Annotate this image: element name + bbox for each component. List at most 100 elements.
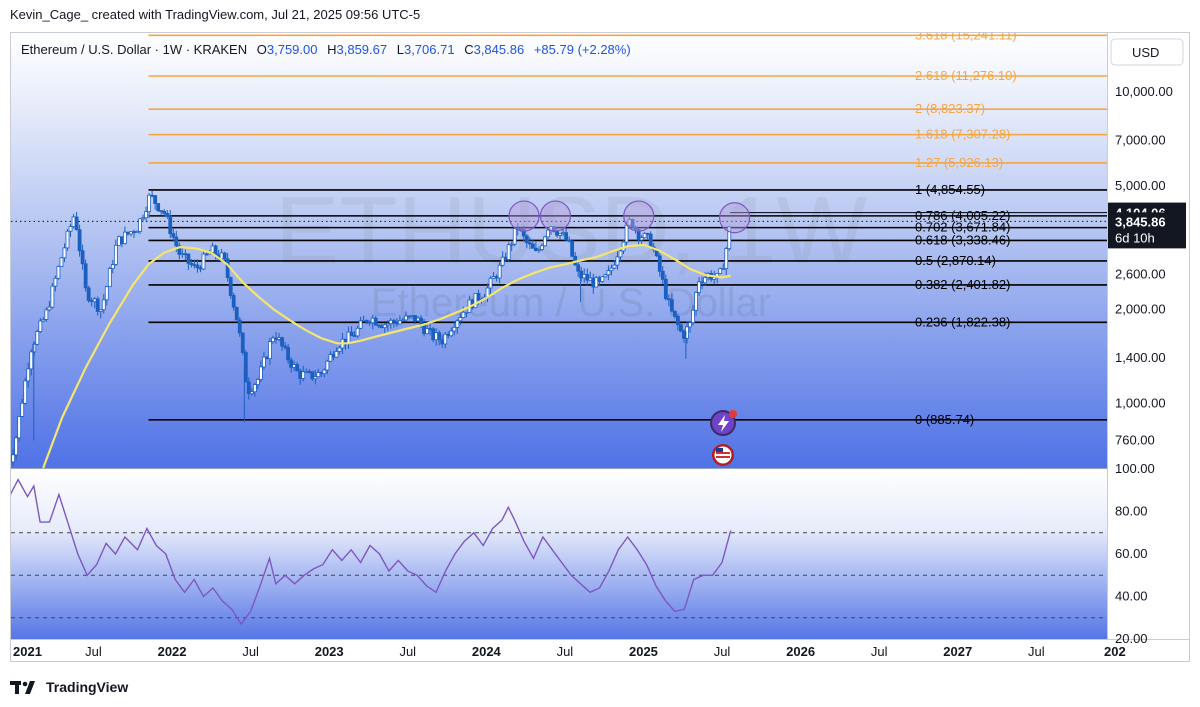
time-tick-label: 202 bbox=[1104, 644, 1126, 659]
candle-body bbox=[74, 216, 79, 231]
candle-body bbox=[391, 319, 396, 323]
candle-body bbox=[679, 324, 683, 332]
candle-body bbox=[119, 236, 124, 244]
price-axis-bg bbox=[1107, 33, 1189, 639]
candle-body bbox=[645, 232, 650, 235]
time-tick-label: 2026 bbox=[786, 644, 815, 659]
candle-body bbox=[129, 231, 133, 235]
candle-body bbox=[195, 264, 200, 269]
candle-body bbox=[497, 264, 502, 279]
candle-body bbox=[86, 287, 91, 301]
candle-body bbox=[721, 268, 726, 270]
candle-body bbox=[168, 215, 173, 235]
time-axis[interactable]: 2021 Jul 2022 Jul 2023 Jul 2024 Jul 2025 Jul 2026 J… bbox=[13, 644, 1126, 659]
candle-body bbox=[382, 324, 387, 329]
candle-body bbox=[639, 237, 644, 241]
currency-label[interactable]: USD bbox=[1132, 45, 1159, 60]
currency-button[interactable]: USD bbox=[1110, 38, 1184, 66]
candle-body bbox=[262, 356, 266, 368]
tradingview-logo[interactable]: TradingView bbox=[10, 679, 128, 695]
candle-body bbox=[313, 376, 318, 380]
candle-body bbox=[570, 240, 575, 257]
fib-label-0.382: 0.382 (2,401.82) bbox=[915, 277, 1010, 292]
fib-label-1.618: 1.618 (7,307.28) bbox=[915, 127, 1010, 142]
fib-label-0: 0 (885.74) bbox=[915, 412, 974, 427]
candle-body bbox=[144, 211, 148, 219]
candle-body bbox=[455, 320, 460, 328]
highlight-circle-4 bbox=[718, 202, 751, 234]
price-tick-label: 1,000.00 bbox=[1115, 395, 1166, 410]
symbol-pair: Ethereum / U.S. Dollar · 1W · KRAKEN bbox=[21, 42, 247, 57]
candle-body bbox=[237, 319, 242, 334]
price-axis[interactable]: 760.00 1,000.00 1,400.00 2,000.00 2,600.00 5,… bbox=[1115, 84, 1173, 447]
candle-body bbox=[727, 226, 732, 250]
candle-body bbox=[437, 332, 442, 341]
candle-body bbox=[153, 195, 158, 204]
chart-canvas[interactable]: ETHUSD, 1W Ethereum / U.S. Dollar 0 (885… bbox=[11, 33, 1189, 661]
fib-label-1: 1 (4,854.55) bbox=[915, 182, 985, 197]
candle-body bbox=[546, 229, 550, 238]
candle-body bbox=[530, 243, 535, 249]
candle-body bbox=[642, 232, 647, 239]
candle-body bbox=[280, 337, 284, 347]
highlight-circle-1 bbox=[508, 200, 540, 232]
candle-body bbox=[192, 264, 197, 267]
rsi-tick-label: 20.00 bbox=[1115, 631, 1148, 646]
fib-label-2: 2 (8,823.37) bbox=[915, 101, 985, 116]
candle-body bbox=[524, 235, 529, 244]
price-tick-label: 10,000.00 bbox=[1115, 84, 1173, 99]
candle-body bbox=[147, 194, 151, 213]
tradingview-brand: TradingView bbox=[46, 679, 129, 695]
candle-body bbox=[204, 253, 209, 256]
time-tick-label: Jul bbox=[85, 644, 102, 659]
candle-body bbox=[537, 249, 541, 252]
candle-body bbox=[135, 231, 139, 233]
low-value: 3,706.71 bbox=[404, 42, 455, 57]
candle-body bbox=[503, 256, 508, 260]
high-label: H bbox=[327, 42, 336, 57]
candle-body bbox=[277, 337, 281, 340]
candle-body bbox=[688, 322, 692, 328]
candle-body bbox=[116, 236, 121, 246]
time-tick-label: Jul bbox=[242, 644, 259, 659]
candle-body bbox=[576, 264, 581, 272]
candle-body bbox=[588, 277, 593, 281]
candle-body bbox=[71, 216, 76, 227]
rsi-axis[interactable]: 20.00 40.00 60.00 80.00 100.00 bbox=[1115, 461, 1155, 646]
candle-body bbox=[488, 277, 493, 289]
candle-body bbox=[322, 369, 327, 375]
chart-frame[interactable]: ETHUSD, 1W Ethereum / U.S. Dollar 0 (885… bbox=[10, 32, 1190, 662]
candle-body bbox=[533, 247, 538, 252]
symbol-info: Ethereum / U.S. Dollar · 1W · KRAKEN O3,… bbox=[21, 42, 631, 57]
tradingview-logo-icon bbox=[10, 681, 35, 694]
candle-body bbox=[62, 247, 67, 259]
candle-body bbox=[630, 219, 635, 228]
fib-label-0.618: 0.618 (3,338.46) bbox=[915, 232, 1010, 247]
candle-body bbox=[53, 277, 58, 287]
lightning-event-icon[interactable] bbox=[710, 410, 737, 436]
candle-body bbox=[56, 266, 61, 279]
candle-body bbox=[600, 276, 605, 282]
candle-body bbox=[703, 277, 708, 284]
candle-body bbox=[355, 327, 360, 337]
candle-body bbox=[123, 231, 127, 244]
low-label: L bbox=[397, 42, 404, 57]
candle-body bbox=[700, 281, 704, 284]
time-tick-label: 2021 bbox=[13, 644, 42, 659]
candle-body bbox=[461, 311, 466, 318]
candle-body bbox=[373, 317, 378, 326]
candle-body bbox=[331, 354, 336, 358]
candle-body bbox=[367, 321, 372, 324]
candle-body bbox=[376, 324, 381, 327]
us-flag-event-icon[interactable] bbox=[712, 444, 734, 466]
time-tick-label: 2023 bbox=[315, 644, 344, 659]
rsi-line bbox=[11, 478, 732, 626]
candle-body bbox=[724, 248, 729, 269]
candle-body bbox=[319, 372, 324, 375]
time-tick-label: 2025 bbox=[629, 644, 658, 659]
candle-body bbox=[691, 309, 695, 323]
candle-body bbox=[159, 210, 164, 213]
candle-body bbox=[594, 277, 599, 288]
close-label: C bbox=[464, 42, 473, 57]
rsi-tick-label: 40.00 bbox=[1115, 589, 1148, 604]
